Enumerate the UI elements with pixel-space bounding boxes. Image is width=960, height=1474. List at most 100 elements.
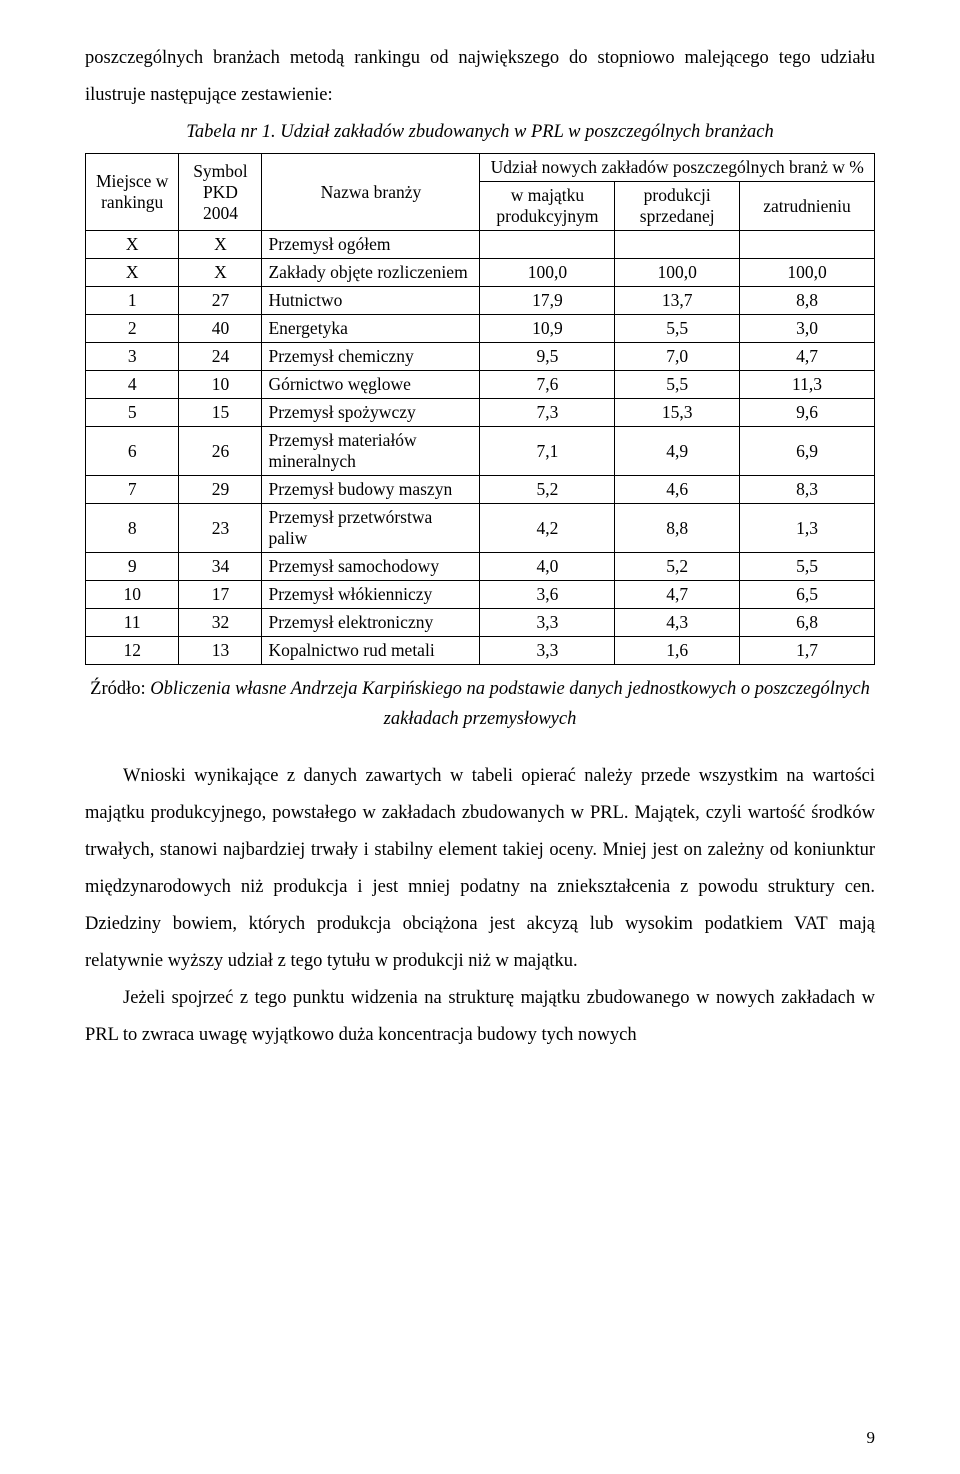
table-row: 410Górnictwo węglowe7,65,511,3	[86, 371, 875, 399]
cell-v1: 10,9	[480, 315, 615, 343]
cell-v3: 1,7	[740, 637, 875, 665]
cell-v3: 1,3	[740, 504, 875, 553]
cell-name: Górnictwo węglowe	[262, 371, 480, 399]
cell-pkd: 40	[179, 315, 262, 343]
cell-v3: 5,5	[740, 553, 875, 581]
table-row: XXZakłady objęte rozliczeniem100,0100,01…	[86, 259, 875, 287]
cell-name: Hutnictwo	[262, 287, 480, 315]
cell-rank: 11	[86, 609, 179, 637]
cell-v1: 100,0	[480, 259, 615, 287]
cell-rank: X	[86, 231, 179, 259]
cell-name: Przemysł ogółem	[262, 231, 480, 259]
cell-v2: 15,3	[615, 399, 740, 427]
cell-v3: 6,5	[740, 581, 875, 609]
cell-v1	[480, 231, 615, 259]
cell-v3: 6,8	[740, 609, 875, 637]
col-header-v2: produkcji sprzedanej	[615, 182, 740, 231]
table-source: Źródło: Obliczenia własne Andrzeja Karpi…	[85, 675, 875, 734]
cell-v3: 100,0	[740, 259, 875, 287]
cell-v1: 3,3	[480, 609, 615, 637]
cell-pkd: 24	[179, 343, 262, 371]
table-row: 324Przemysł chemiczny9,57,04,7	[86, 343, 875, 371]
cell-name: Kopalnictwo rud metali	[262, 637, 480, 665]
table-row: 240Energetyka10,95,53,0	[86, 315, 875, 343]
cell-v2: 4,7	[615, 581, 740, 609]
cell-v2	[615, 231, 740, 259]
cell-pkd: 26	[179, 427, 262, 476]
cell-name: Przemysł chemiczny	[262, 343, 480, 371]
cell-v2: 13,7	[615, 287, 740, 315]
cell-v1: 4,0	[480, 553, 615, 581]
cell-rank: 2	[86, 315, 179, 343]
table-row: 1132Przemysł elektroniczny3,34,36,8	[86, 609, 875, 637]
cell-pkd: 15	[179, 399, 262, 427]
table-caption-prefix: Tabela nr 1.	[186, 122, 275, 142]
cell-v2: 4,9	[615, 427, 740, 476]
col-header-v3: zatrudnieniu	[740, 182, 875, 231]
col-header-rank: Miejsce w rankingu	[86, 154, 179, 231]
cell-v1: 9,5	[480, 343, 615, 371]
para-1: Wnioski wynikające z danych zawartych w …	[85, 758, 875, 980]
cell-name: Zakłady objęte rozliczeniem	[262, 259, 480, 287]
cell-name: Przemysł spożywczy	[262, 399, 480, 427]
cell-v2: 4,6	[615, 476, 740, 504]
cell-v1: 3,3	[480, 637, 615, 665]
cell-v2: 5,2	[615, 553, 740, 581]
intro-text: poszczególnych branżach metodą rankingu …	[85, 40, 875, 114]
table-row: 729Przemysł budowy maszyn5,24,68,3	[86, 476, 875, 504]
cell-pkd: 17	[179, 581, 262, 609]
cell-pkd: 32	[179, 609, 262, 637]
table-row: 1213Kopalnictwo rud metali3,31,61,7	[86, 637, 875, 665]
cell-rank: 3	[86, 343, 179, 371]
cell-v2: 100,0	[615, 259, 740, 287]
cell-v1: 5,2	[480, 476, 615, 504]
cell-rank: 5	[86, 399, 179, 427]
cell-rank: 10	[86, 581, 179, 609]
cell-v2: 4,3	[615, 609, 740, 637]
cell-name: Przemysł przetwórstwa paliw	[262, 504, 480, 553]
cell-rank: 8	[86, 504, 179, 553]
table-row: 934Przemysł samochodowy4,05,25,5	[86, 553, 875, 581]
table-row: 823Przemysł przetwórstwa paliw4,28,81,3	[86, 504, 875, 553]
cell-v1: 7,1	[480, 427, 615, 476]
cell-v1: 17,9	[480, 287, 615, 315]
cell-v2: 1,6	[615, 637, 740, 665]
cell-v3: 8,8	[740, 287, 875, 315]
cell-rank: X	[86, 259, 179, 287]
cell-v2: 5,5	[615, 315, 740, 343]
table-header-row-1: Miejsce w rankingu Symbol PKD 2004 Nazwa…	[86, 154, 875, 182]
cell-name: Energetyka	[262, 315, 480, 343]
cell-pkd: 29	[179, 476, 262, 504]
col-header-name: Nazwa branży	[262, 154, 480, 231]
cell-pkd: X	[179, 259, 262, 287]
para-2: Jeżeli spojrzeć z tego punktu widzenia n…	[85, 980, 875, 1054]
cell-rank: 1	[86, 287, 179, 315]
source-text: Obliczenia własne Andrzeja Karpińskiego …	[150, 679, 870, 729]
cell-pkd: 27	[179, 287, 262, 315]
table-row: 1017Przemysł włókienniczy3,64,76,5	[86, 581, 875, 609]
cell-name: Przemysł elektroniczny	[262, 609, 480, 637]
source-label: Źródło:	[90, 679, 150, 699]
cell-v2: 8,8	[615, 504, 740, 553]
cell-v1: 4,2	[480, 504, 615, 553]
col-header-group: Udział nowych zakładów poszczególnych br…	[480, 154, 875, 182]
cell-pkd: 34	[179, 553, 262, 581]
cell-pkd: 13	[179, 637, 262, 665]
cell-pkd: 10	[179, 371, 262, 399]
cell-v1: 7,3	[480, 399, 615, 427]
cell-pkd: 23	[179, 504, 262, 553]
cell-name: Przemysł materiałów mineralnych	[262, 427, 480, 476]
table-row: 127Hutnictwo17,913,78,8	[86, 287, 875, 315]
cell-pkd: X	[179, 231, 262, 259]
cell-rank: 7	[86, 476, 179, 504]
cell-name: Przemysł samochodowy	[262, 553, 480, 581]
cell-v3	[740, 231, 875, 259]
cell-v2: 5,5	[615, 371, 740, 399]
col-header-v1: w majątku produkcyjnym	[480, 182, 615, 231]
cell-rank: 4	[86, 371, 179, 399]
cell-v1: 3,6	[480, 581, 615, 609]
cell-v3: 11,3	[740, 371, 875, 399]
cell-v3: 8,3	[740, 476, 875, 504]
table-caption-rest: Udział zakładów zbudowanych w PRL w posz…	[276, 122, 774, 142]
cell-v3: 4,7	[740, 343, 875, 371]
